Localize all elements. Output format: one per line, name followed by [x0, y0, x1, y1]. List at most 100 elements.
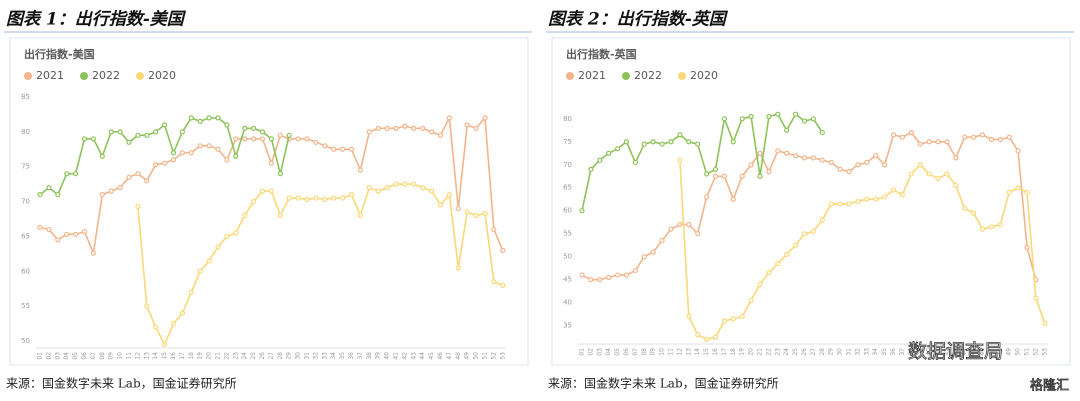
point [233, 136, 239, 142]
point [473, 212, 479, 219]
x-tick-label: 41 [393, 352, 400, 360]
x-tick-label: 28 [819, 348, 826, 356]
point [632, 159, 639, 166]
point [402, 181, 408, 187]
legend-swatch [80, 72, 88, 80]
y-tick-label: 85 [21, 93, 30, 101]
point [215, 244, 221, 250]
x-tick-label: 41 [935, 348, 942, 356]
point [997, 136, 1003, 143]
point [757, 150, 763, 156]
point [446, 191, 452, 198]
point [757, 173, 763, 179]
point [259, 188, 266, 194]
point [251, 198, 257, 205]
point [819, 217, 825, 223]
point [37, 191, 43, 198]
point [482, 210, 488, 217]
point [712, 173, 719, 179]
point [686, 139, 692, 145]
point [739, 173, 745, 179]
point [962, 205, 968, 212]
point [446, 115, 452, 121]
point [881, 162, 888, 168]
x-tick-label: 28 [277, 352, 284, 360]
point [242, 125, 248, 131]
point [464, 209, 470, 215]
point [597, 277, 603, 283]
point [402, 123, 408, 129]
point [215, 115, 221, 121]
x-tick-label: 17 [179, 352, 186, 360]
series-line [581, 112, 823, 211]
point [277, 171, 283, 177]
point [64, 171, 70, 177]
point [322, 196, 328, 203]
point [935, 175, 941, 182]
x-tick-label: 30 [295, 352, 302, 360]
y-tick-label: 55 [563, 230, 572, 238]
x-tick-label: 37 [357, 352, 364, 360]
point [970, 134, 977, 140]
x-tick-label: 07 [90, 352, 97, 360]
x-tick-label: 29 [286, 352, 293, 360]
point [703, 171, 710, 177]
point [251, 125, 257, 131]
point [429, 129, 435, 135]
point [668, 139, 674, 145]
point [233, 230, 239, 236]
point [117, 185, 123, 191]
overlay-logo: 数据调查局 [908, 341, 1003, 363]
x-tick-label: 19 [197, 352, 204, 360]
point [739, 116, 745, 122]
legend-label: 2022 [634, 69, 662, 82]
point [730, 139, 736, 145]
point [81, 136, 88, 142]
point [251, 136, 257, 142]
x-tick-label: 39 [375, 352, 382, 360]
x-tick-label: 33 [863, 348, 870, 356]
point [224, 157, 230, 163]
point [491, 279, 497, 285]
legend-label: 2022 [92, 69, 120, 82]
y-tick-label: 45 [563, 276, 572, 284]
x-tick-label: 51 [1024, 348, 1031, 356]
x-tick-label: 40 [384, 352, 391, 360]
x-tick-label: 42 [943, 348, 950, 356]
point [784, 127, 790, 133]
x-tick-label: 36 [890, 348, 897, 356]
point [162, 122, 168, 128]
point [135, 132, 141, 138]
x-tick-label: 52 [490, 352, 497, 360]
x-tick-label: 27 [810, 348, 817, 356]
x-tick-label: 24 [241, 352, 248, 360]
point [170, 150, 177, 156]
point [632, 267, 639, 274]
point [801, 231, 808, 237]
x-tick-label: 05 [614, 348, 621, 356]
y-tick-label: 40 [563, 299, 572, 307]
point [55, 191, 61, 198]
x-tick-label: 47 [446, 352, 453, 360]
point [828, 201, 834, 207]
x-tick-label: 03 [54, 352, 61, 360]
point [1042, 320, 1048, 326]
point [588, 277, 594, 283]
point [855, 198, 861, 205]
point [1015, 185, 1021, 191]
point [953, 182, 959, 189]
x-tick-label: 52 [1032, 348, 1039, 356]
source: 来源：国金数字未来 Lab，国金证券研究所 [548, 376, 779, 391]
point [286, 132, 292, 138]
point [1006, 189, 1012, 195]
x-tick-label: 48 [455, 352, 462, 360]
x-tick-label: 25 [250, 352, 257, 360]
y-tick-label: 65 [21, 232, 30, 240]
point [153, 162, 159, 168]
point [1024, 189, 1030, 195]
point [846, 169, 852, 175]
point [197, 118, 203, 124]
point [126, 174, 132, 180]
x-tick-label: 20 [206, 352, 213, 360]
point [784, 251, 790, 257]
